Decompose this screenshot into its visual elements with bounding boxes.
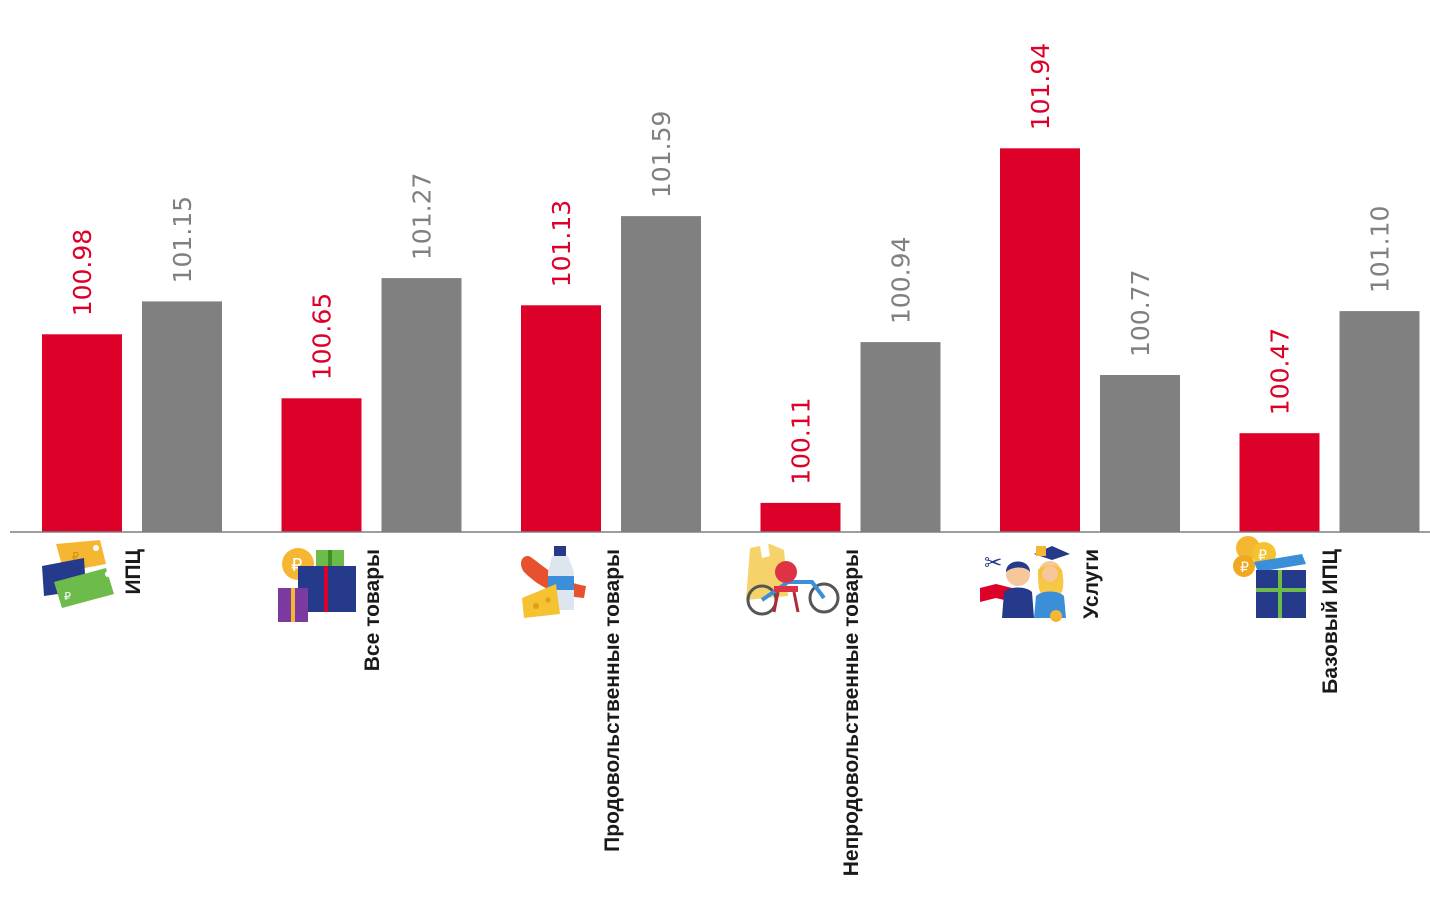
value-label-1-1: 101.27 (408, 173, 437, 260)
bar-3-1 (860, 342, 941, 532)
svg-text:₽: ₽ (72, 550, 79, 563)
bars-group (42, 148, 1420, 533)
svg-text:✂: ✂ (984, 551, 1002, 576)
value-label-2-0: 101.13 (547, 200, 576, 287)
value-label-3-1: 100.94 (887, 237, 916, 324)
value-label-0-0: 100.98 (68, 229, 97, 316)
bar-4-0 (1000, 148, 1080, 533)
bar-2-1 (621, 216, 701, 532)
clothes-bicycle-icon (746, 544, 840, 616)
value-label-4-0: 101.94 (1026, 43, 1055, 130)
category-label: Услуги (1080, 549, 1103, 619)
value-labels-group: 100.98 101.15 100.65 101.27 101.13 101.59 100.… (68, 43, 1395, 485)
category-label: Непродовольственные товары (840, 549, 863, 876)
bar-0-0 (42, 334, 122, 532)
value-label-2-1: 101.59 (647, 111, 676, 198)
bar-5-1 (1339, 311, 1420, 532)
value-label-0-1: 101.15 (168, 196, 197, 283)
value-label-3-0: 100.11 (787, 397, 816, 484)
bar-1-1 (381, 278, 462, 532)
bar-5-0 (1239, 433, 1320, 532)
bar-4-1 (1100, 375, 1180, 532)
gift-boxes-icon: ₽ (278, 548, 356, 622)
services-people-icon: ✂ (980, 546, 1070, 622)
category-label: Базовый ИПЦ (1319, 548, 1342, 694)
svg-text:₽: ₽ (64, 590, 71, 603)
category-label: Все товары (361, 549, 384, 671)
category-label: Продовольственные товары (601, 549, 624, 852)
category-label: ИПЦ (122, 548, 145, 594)
price-tags-icon: ₽ ₽ (42, 540, 114, 608)
groceries-icon (521, 546, 586, 618)
bar-3-0 (760, 502, 841, 532)
value-label-1-0: 100.65 (308, 293, 337, 380)
value-label-5-0: 100.47 (1266, 328, 1295, 415)
svg-text:₽: ₽ (1240, 560, 1249, 576)
bar-0-1 (142, 301, 222, 532)
value-label-4-1: 100.77 (1126, 270, 1155, 357)
value-label-5-1: 101.10 (1366, 206, 1395, 293)
svg-text:₽: ₽ (291, 555, 302, 576)
svg-text:₽: ₽ (1258, 548, 1267, 564)
base-cpi-box-icon: ₽ ₽ (1233, 536, 1306, 618)
bar-2-0 (521, 305, 601, 532)
bar-1-0 (281, 398, 362, 532)
